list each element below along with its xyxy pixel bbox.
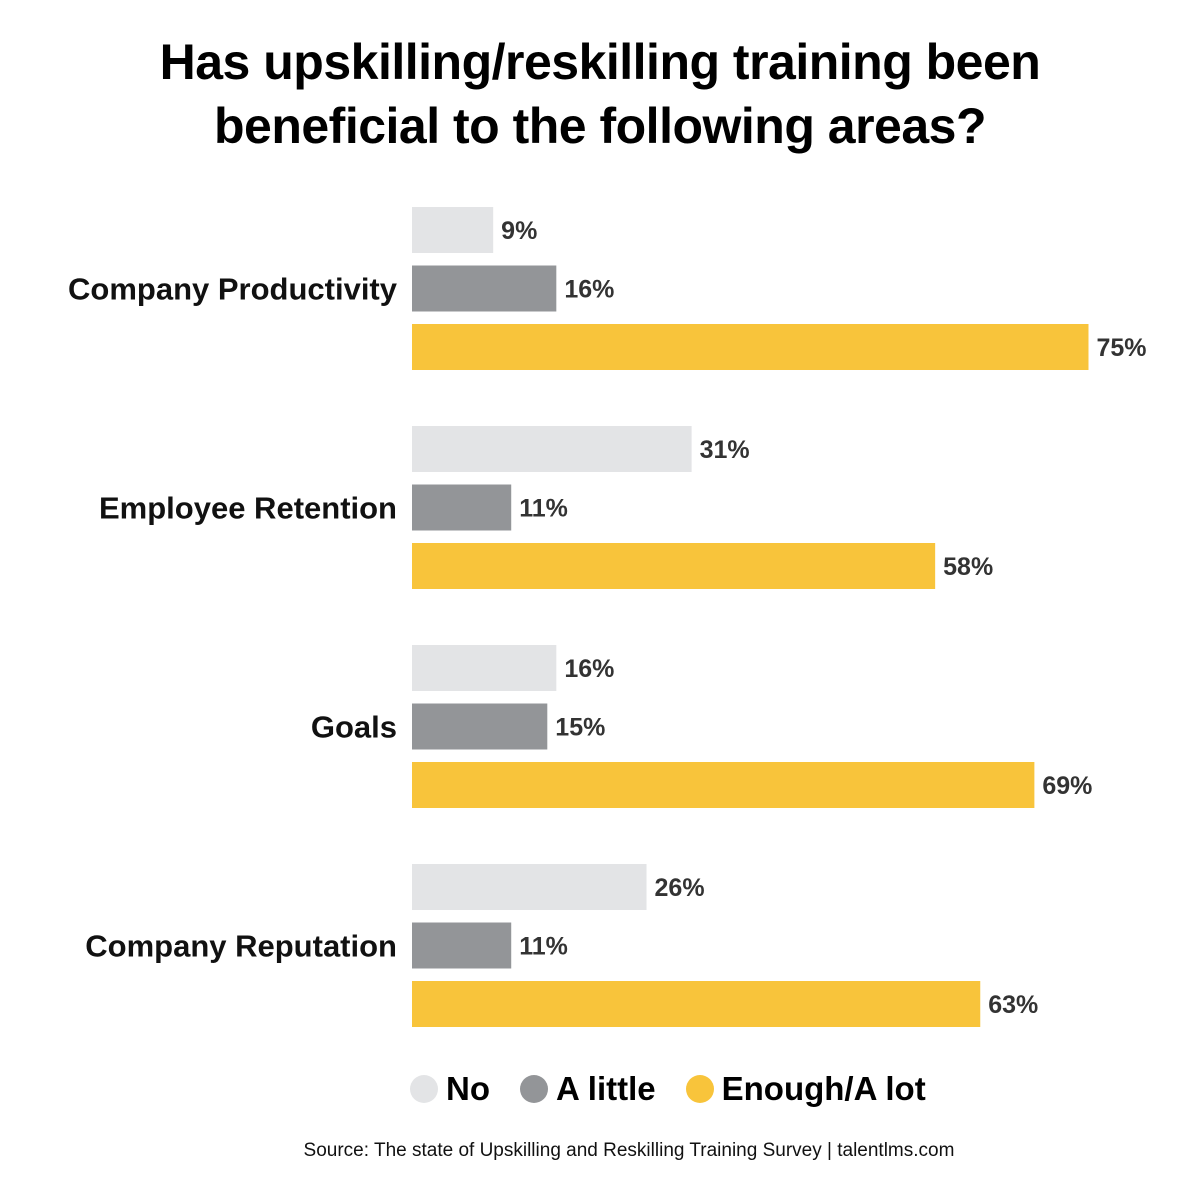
bar-employee-retention-no xyxy=(412,426,692,472)
legend-item-no: No xyxy=(410,1070,490,1108)
bar-goals-no xyxy=(412,645,557,691)
title-line-2: beneficial to the following areas? xyxy=(213,98,987,154)
legend-label-a-little: A little xyxy=(556,1070,656,1107)
value-label-company-reputation-enough-a-lot: 63% xyxy=(988,991,1038,1019)
bar-goals-enough-a-lot xyxy=(412,762,1035,808)
value-label-company-productivity-a-little: 16% xyxy=(564,276,614,304)
bar-company-productivity-enough-a-lot xyxy=(412,324,1089,370)
bar-company-reputation-a-little xyxy=(412,922,512,969)
value-label-company-reputation-a-little: 11% xyxy=(519,933,568,961)
title-line-1: Has upskilling/reskilling training been xyxy=(159,34,1041,90)
bar-employee-retention-enough-a-lot xyxy=(412,543,936,589)
bar-goals-a-little xyxy=(412,703,548,750)
category-label-company-reputation: Company Reputation xyxy=(85,929,397,964)
bar-company-reputation-enough-a-lot xyxy=(412,981,981,1027)
value-label-company-reputation-no: 26% xyxy=(655,874,705,902)
source-note: Source: The state of Upskilling and Resk… xyxy=(303,1140,955,1161)
value-label-goals-no: 16% xyxy=(564,655,614,683)
bar-company-productivity-a-little xyxy=(412,265,557,312)
value-label-employee-retention-enough-a-lot: 58% xyxy=(943,553,993,581)
legend-swatch-enough-a-lot xyxy=(685,1075,714,1103)
legend-swatch-a-little xyxy=(520,1075,548,1103)
value-label-company-productivity-no: 9% xyxy=(501,217,537,245)
legend-swatch-no xyxy=(410,1075,438,1103)
value-label-company-productivity-enough-a-lot: 75% xyxy=(1097,334,1147,362)
legend-item-a-little: A little xyxy=(520,1070,656,1108)
legend-item-enough-a-lot: Enough/A lot xyxy=(685,1070,926,1108)
chart-title: Has upskilling/reskilling training been … xyxy=(0,30,1200,158)
value-label-goals-a-little: 15% xyxy=(555,714,605,742)
legend-label-enough-a-lot: Enough/A lot xyxy=(721,1070,926,1107)
bar-employee-retention-a-little xyxy=(412,484,512,531)
category-label-goals: Goals xyxy=(311,710,397,745)
value-label-goals-enough-a-lot: 69% xyxy=(1042,772,1092,800)
legend-label-no: No xyxy=(446,1070,490,1107)
category-label-company-productivity: Company Productivity xyxy=(68,272,398,307)
category-label-employee-retention: Employee Retention xyxy=(99,491,397,526)
bar-company-reputation-no xyxy=(412,864,647,910)
legend: No A little Enough/A lot xyxy=(410,1070,956,1108)
value-label-employee-retention-no: 31% xyxy=(700,436,750,464)
bar-company-productivity-no xyxy=(412,207,494,253)
value-label-employee-retention-a-little: 11% xyxy=(519,495,568,523)
